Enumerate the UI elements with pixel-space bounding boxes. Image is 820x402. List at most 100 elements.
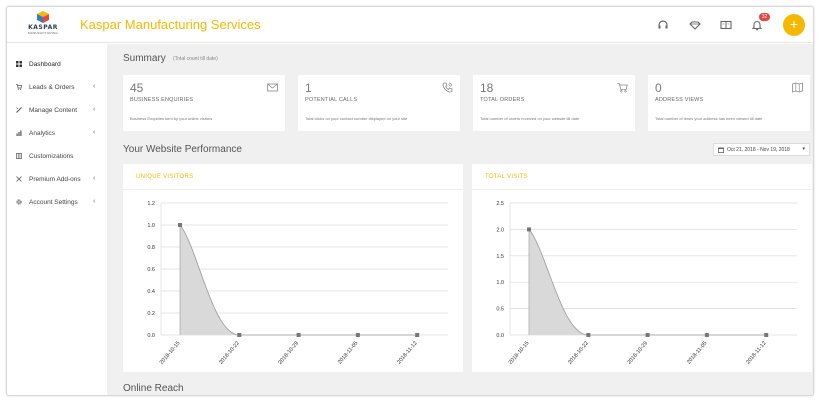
stat-card-address-views[interactable]: 0 ADDRESS VIEWS Total number of times yo… <box>648 75 810 131</box>
bar-chart-icon <box>16 130 22 136</box>
stat-value: 1 <box>305 81 312 95</box>
stat-card-orders[interactable]: 18 TOTAL ORDERS Total number of orders r… <box>473 75 635 131</box>
sidebar-item-label: Dashboard <box>29 61 61 68</box>
book-icon[interactable] <box>720 19 732 31</box>
panel-divider <box>472 189 812 190</box>
data-point[interactable] <box>645 333 650 337</box>
y-tick-label: 1.0 <box>496 280 504 286</box>
chart-panel-total-visits: TOTAL VISITS 0.0 0.5 1.0 1.5 2.0 2.5 2018-10-1… <box>472 164 812 372</box>
gear-icon <box>16 199 22 205</box>
summary-title: Summary <box>123 53 166 64</box>
x-tick-label: 2018-11-12 <box>396 340 418 365</box>
grid-icon <box>16 61 22 67</box>
cart-icon <box>16 84 22 90</box>
data-point[interactable] <box>355 333 360 337</box>
x-tick-label: 2018-10-22 <box>567 340 590 365</box>
series-area <box>529 229 767 335</box>
stat-description: Total number of orders received on your … <box>480 116 580 121</box>
sidebar-item-dashboard[interactable]: Dashboard <box>7 55 107 75</box>
sidebar-item-customizations[interactable]: Customizations <box>7 147 107 167</box>
y-tick-label: 0.8 <box>147 245 155 251</box>
notification-badge: 32 <box>759 13 770 21</box>
data-point[interactable] <box>415 333 420 337</box>
y-tick-label: 2.0 <box>496 227 504 233</box>
date-range-picker[interactable]: Oct 21, 2018 - Nov 19, 2018 ▾ <box>713 143 810 156</box>
data-point[interactable] <box>296 333 301 337</box>
performance-title: Your Website Performance <box>123 144 242 155</box>
sidebar-item-analytics[interactable]: Analytics ‹ <box>7 124 107 144</box>
series-line <box>528 229 767 336</box>
y-tick-label: 0.2 <box>147 311 155 317</box>
sidebar-item-label: Manage Content <box>29 107 78 114</box>
chevron-left-icon: ‹ <box>93 83 96 90</box>
stat-description: Total number of times your address has b… <box>655 116 763 121</box>
table-icon <box>16 153 22 159</box>
sidebar-item-label: Analytics <box>29 130 56 137</box>
stat-card-enquiries[interactable]: 45 BUSINESS ENQUIRIES Business Enquiries… <box>123 75 285 131</box>
y-tick-label: 1.2 <box>147 201 155 207</box>
stat-card-calls[interactable]: 1 POTENTIAL CALLS Total clicks on your c… <box>298 75 460 131</box>
x-tick-label: 2018-10-29 <box>277 340 300 365</box>
x-tick-label: 2018-10-15 <box>508 340 531 365</box>
chevron-left-icon: ‹ <box>93 175 96 182</box>
data-point[interactable] <box>237 333 242 337</box>
cart-icon <box>617 83 628 93</box>
sidebar-item-label: Premium Add-ons <box>29 176 81 183</box>
stat-description: Total clicks on your contact number disp… <box>305 116 408 121</box>
app-window: KASPAR MANUFACTURING Kaspar Manufacturin… <box>6 6 814 396</box>
sidebar-item-label: Customizations <box>29 153 74 160</box>
total-visits-chart: 0.0 0.5 1.0 1.5 2.0 2.5 2018-10-15 2018-10-22 20… <box>496 201 797 366</box>
panel-divider <box>123 189 463 190</box>
sidebar-item-leads-orders[interactable]: Leads & Orders ‹ <box>7 78 107 98</box>
stat-label: BUSINESS ENQUIRIES <box>130 97 194 103</box>
x-tick-label: 2018-11-05 <box>686 340 708 365</box>
calendar-icon <box>718 147 724 153</box>
summary-subtitle: (Total count till date) <box>173 56 218 62</box>
y-tick-label: 0.4 <box>147 289 155 295</box>
x-tick-label: 2018-11-12 <box>745 340 767 365</box>
company-logo[interactable]: KASPAR MANUFACTURING <box>21 11 65 41</box>
puzzle-icon <box>16 176 22 182</box>
stat-label: TOTAL ORDERS <box>480 97 525 103</box>
bell-icon[interactable] <box>751 19 763 31</box>
x-tick-label: 2018-10-29 <box>626 340 649 365</box>
logo-text: KASPAR <box>28 24 58 31</box>
headset-icon[interactable] <box>657 19 669 31</box>
caret-down-icon: ▾ <box>802 146 805 152</box>
sidebar-item-label: Leads & Orders <box>29 84 75 91</box>
data-point[interactable] <box>764 333 769 337</box>
y-tick-label: 0.0 <box>496 333 504 339</box>
main-content: Summary (Total count till date) 45 BUSIN… <box>107 44 813 395</box>
y-tick-label: 0.6 <box>147 267 155 273</box>
unique-visitors-chart: 0.0 0.2 0.4 0.6 0.8 1.0 1.2 2018-10-15 2018-10-2… <box>147 201 448 366</box>
y-tick-label: 1.5 <box>496 254 504 260</box>
data-point[interactable] <box>704 333 709 337</box>
sidebar-item-manage-content[interactable]: Manage Content ‹ <box>7 101 107 121</box>
date-range-text: Oct 21, 2018 - Nov 19, 2018 <box>727 147 790 153</box>
chevron-left-icon: ‹ <box>93 106 96 113</box>
y-tick-label: 2.5 <box>496 201 504 207</box>
data-point[interactable] <box>178 223 182 227</box>
data-point[interactable] <box>527 227 531 232</box>
chart-title: TOTAL VISITS <box>485 174 528 180</box>
data-point[interactable] <box>586 333 591 337</box>
mail-icon <box>267 83 278 92</box>
app-title: Kaspar Manufacturing Services <box>80 17 261 32</box>
chevron-left-icon: ‹ <box>93 129 96 136</box>
sidebar: Dashboard Leads & Orders ‹ Manage Conten… <box>7 44 107 395</box>
y-tick-label: 1.0 <box>147 223 155 229</box>
x-tick-label: 2018-10-22 <box>218 340 241 365</box>
phone-icon <box>442 82 453 93</box>
diamond-icon[interactable] <box>689 19 701 31</box>
add-button[interactable]: + <box>783 14 805 36</box>
stat-label: POTENTIAL CALLS <box>305 97 358 103</box>
stat-value: 18 <box>480 81 494 95</box>
logo-subtext: MANUFACTURING <box>27 31 59 35</box>
x-tick-label: 2018-10-15 <box>159 340 182 365</box>
sidebar-item-premium-addons[interactable]: Premium Add-ons ‹ <box>7 170 107 190</box>
stat-value: 45 <box>130 81 144 95</box>
stat-label: ADDRESS VIEWS <box>655 97 704 103</box>
chevron-left-icon: ‹ <box>93 198 96 205</box>
series-area <box>180 225 418 335</box>
sidebar-item-account-settings[interactable]: Account Settings ‹ <box>7 193 107 213</box>
